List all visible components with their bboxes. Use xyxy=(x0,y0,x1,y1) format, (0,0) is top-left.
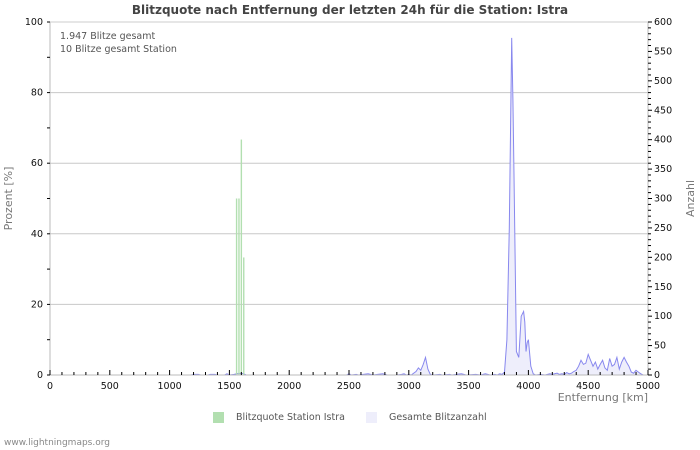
svg-text:1500: 1500 xyxy=(217,381,241,392)
svg-text:Entfernung [km]: Entfernung [km] xyxy=(558,391,648,404)
svg-text:350: 350 xyxy=(654,164,672,175)
footer-link[interactable]: www.lightningmaps.org xyxy=(4,438,110,448)
svg-text:4000: 4000 xyxy=(516,381,540,392)
svg-text:100: 100 xyxy=(25,17,43,28)
svg-text:450: 450 xyxy=(654,105,672,116)
svg-text:20: 20 xyxy=(31,299,43,310)
svg-text:Anzahl: Anzahl xyxy=(684,180,697,217)
station-ratio-bar xyxy=(238,198,240,375)
svg-text:250: 250 xyxy=(654,223,672,234)
svg-text:50: 50 xyxy=(654,341,666,352)
total-strikes-line xyxy=(50,37,648,376)
svg-text:1000: 1000 xyxy=(158,381,182,392)
legend-item-total: Gesamte Blitzanzahl xyxy=(366,412,487,423)
svg-text:0: 0 xyxy=(47,381,53,392)
station-ratio-bar xyxy=(235,198,238,375)
svg-text:2500: 2500 xyxy=(337,381,361,392)
legend-label-station: Blitzquote Station Istra xyxy=(236,412,345,423)
legend-swatch-blue-icon xyxy=(366,412,377,423)
svg-text:Prozent [%]: Prozent [%] xyxy=(2,167,15,231)
station-strikes-text: 10 Blitze gesamt Station xyxy=(60,44,177,55)
chart-title: Blitzquote nach Entfernung der letzten 2… xyxy=(131,3,569,17)
svg-text:300: 300 xyxy=(654,194,672,205)
svg-text:2000: 2000 xyxy=(277,381,301,392)
total-strikes-text: 1.947 Blitze gesamt xyxy=(60,31,156,42)
svg-text:3000: 3000 xyxy=(397,381,421,392)
svg-text:80: 80 xyxy=(31,88,43,99)
svg-text:200: 200 xyxy=(654,252,672,263)
svg-text:5000: 5000 xyxy=(636,381,660,392)
total-strikes-area xyxy=(50,37,648,376)
svg-text:150: 150 xyxy=(654,282,672,293)
svg-text:500: 500 xyxy=(101,381,119,392)
svg-text:3500: 3500 xyxy=(457,381,481,392)
info-box: 1.947 Blitze gesamt 10 Blitze gesamt Sta… xyxy=(60,30,177,56)
svg-text:60: 60 xyxy=(31,158,43,169)
svg-text:500: 500 xyxy=(654,76,672,87)
svg-text:0: 0 xyxy=(654,370,660,381)
svg-text:600: 600 xyxy=(654,17,672,28)
station-ratio-bar xyxy=(243,257,245,375)
legend-swatch-green-icon xyxy=(213,412,224,423)
svg-text:0: 0 xyxy=(37,370,43,381)
legend-item-station: Blitzquote Station Istra xyxy=(213,412,345,423)
legend-label-total: Gesamte Blitzanzahl xyxy=(389,412,487,423)
station-ratio-bar xyxy=(240,139,243,375)
svg-text:4500: 4500 xyxy=(576,381,600,392)
svg-text:400: 400 xyxy=(654,135,672,146)
svg-text:100: 100 xyxy=(654,311,672,322)
svg-text:550: 550 xyxy=(654,46,672,57)
svg-text:40: 40 xyxy=(31,229,43,240)
